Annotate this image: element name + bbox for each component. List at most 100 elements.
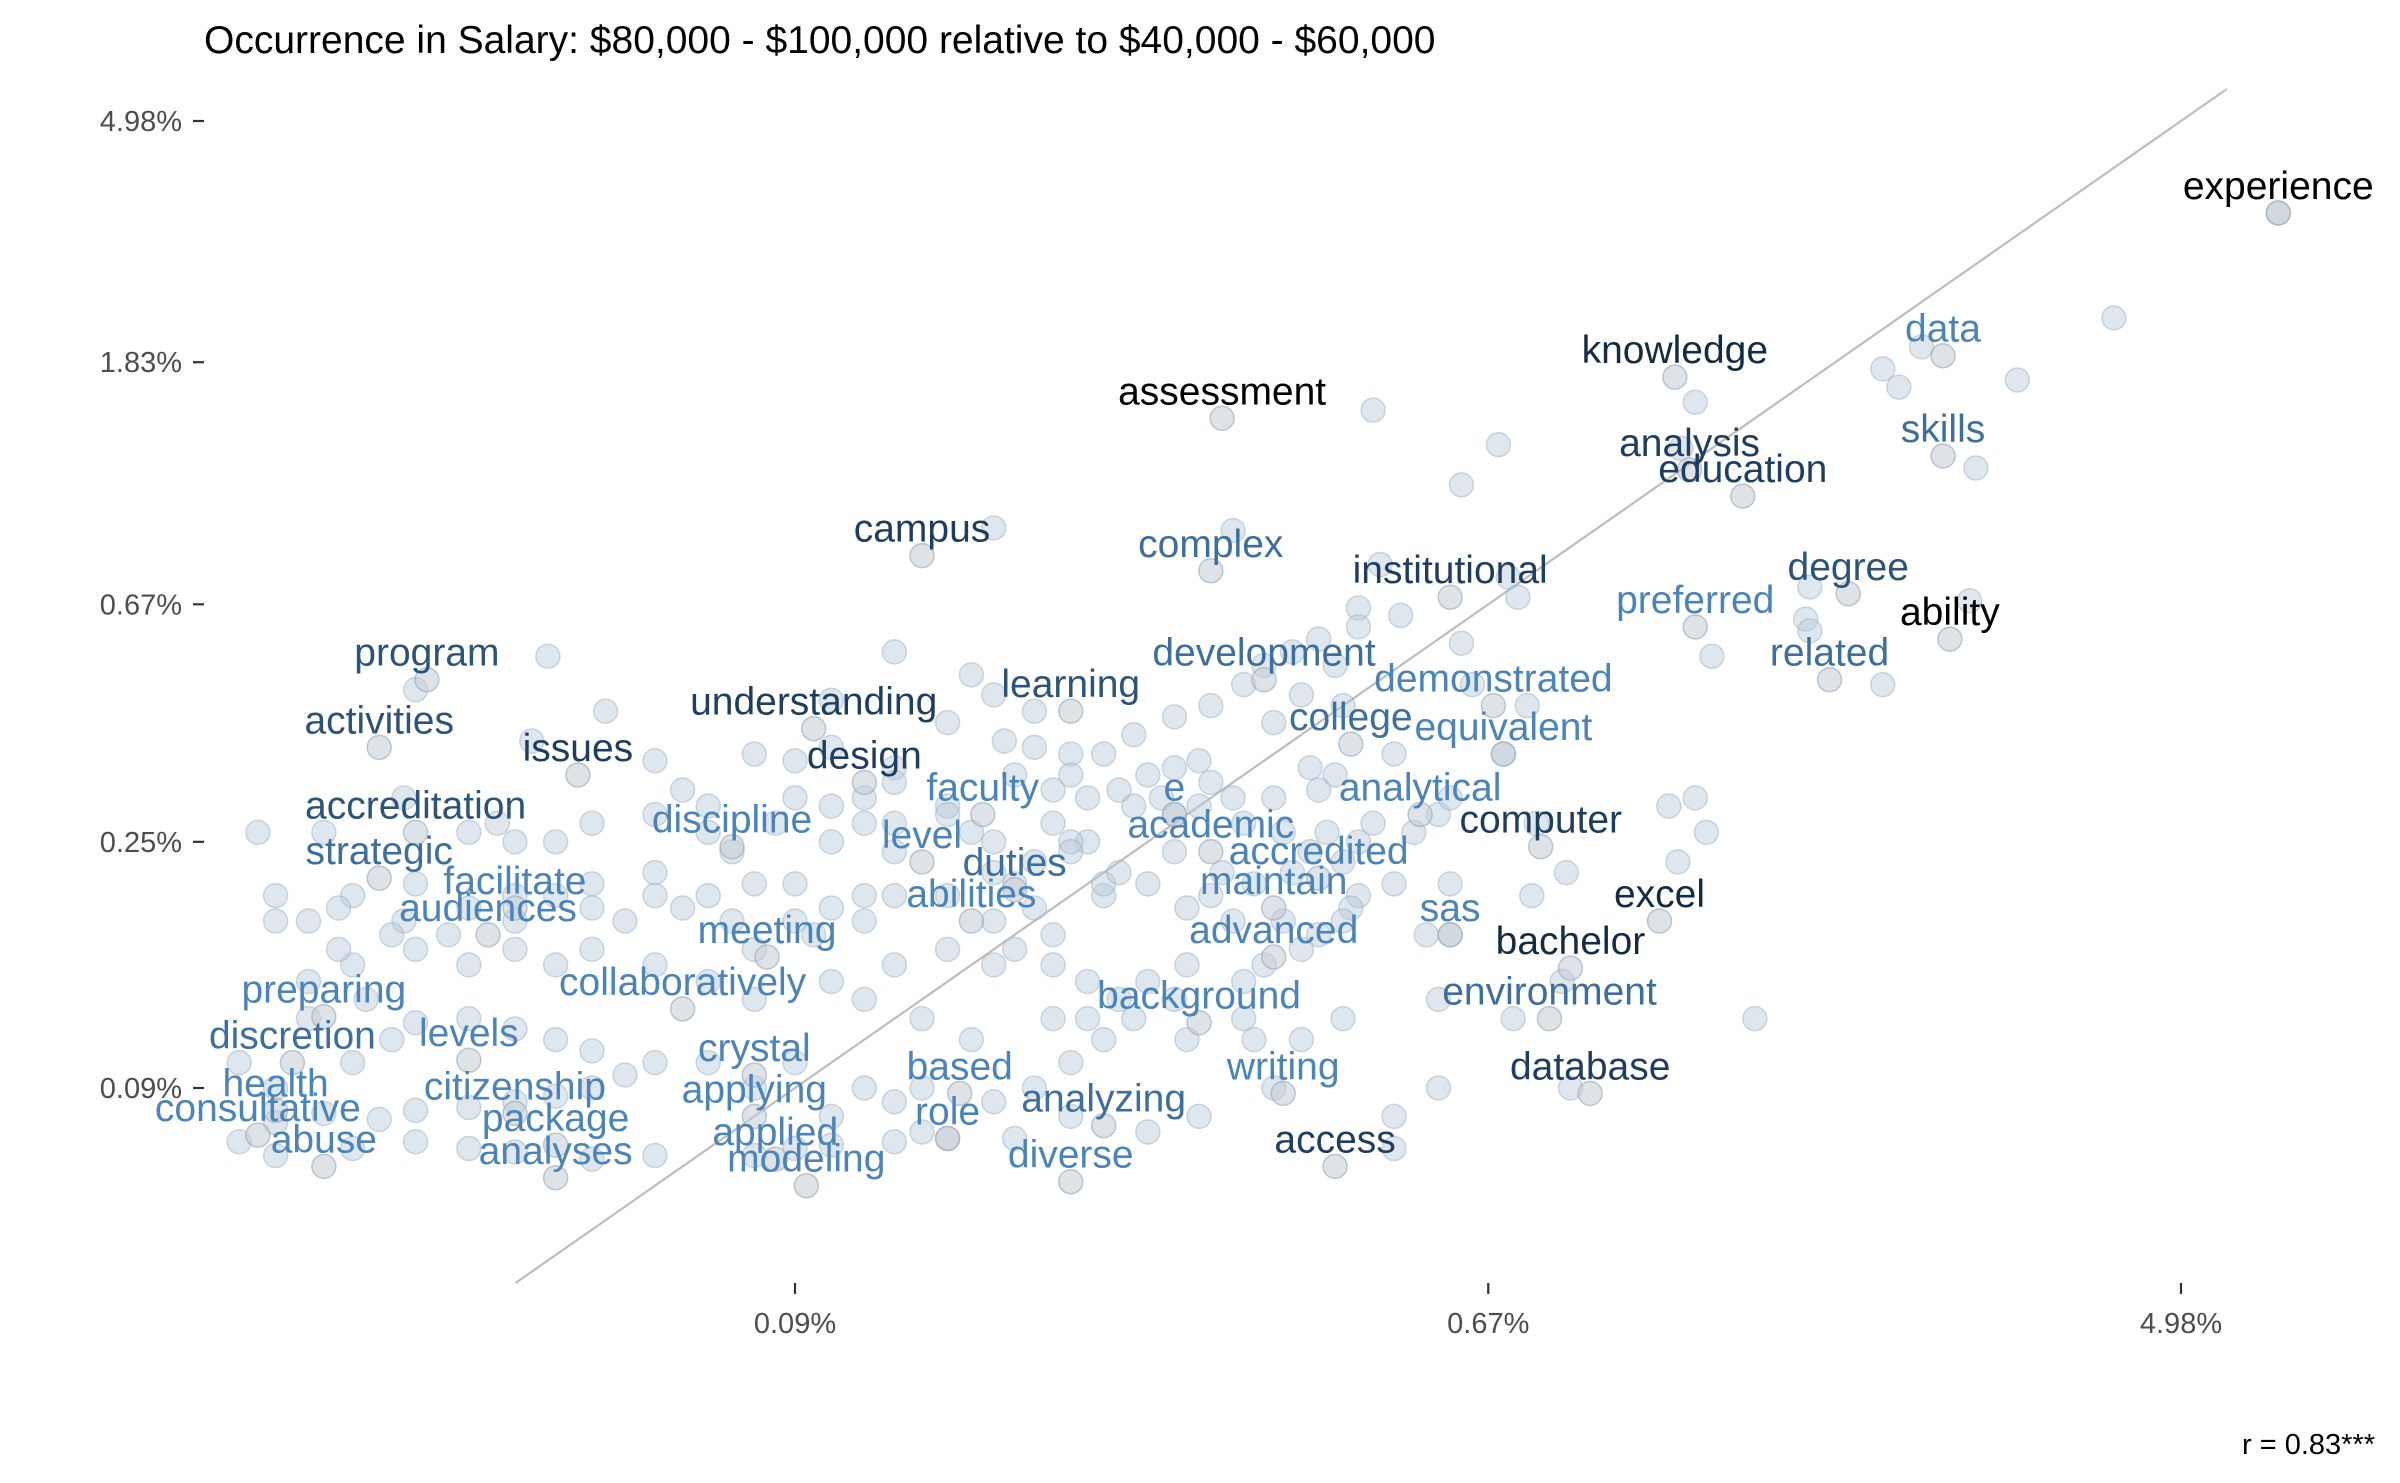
word-point bbox=[946, 1080, 973, 1107]
data-point bbox=[612, 908, 638, 934]
word-point bbox=[669, 996, 696, 1022]
data-point bbox=[1174, 895, 1200, 921]
data-point bbox=[1693, 819, 1720, 846]
data-point bbox=[881, 639, 908, 665]
points-layer bbox=[226, 200, 2292, 1199]
word-label: campus bbox=[854, 508, 991, 551]
data-point bbox=[741, 871, 768, 897]
data-point bbox=[1448, 630, 1475, 657]
data-point bbox=[1209, 859, 1235, 886]
word-point bbox=[542, 1132, 569, 1158]
data-point bbox=[1040, 1005, 1066, 1032]
data-point bbox=[1058, 1049, 1084, 1076]
data-point bbox=[909, 1119, 935, 1145]
word-point bbox=[1058, 1168, 1084, 1195]
data-point bbox=[782, 871, 808, 897]
word-point bbox=[311, 1003, 337, 1030]
word-label: abilities bbox=[906, 873, 1036, 916]
data-point bbox=[881, 952, 908, 978]
data-point bbox=[456, 952, 482, 978]
data-point bbox=[980, 515, 1007, 541]
data-point bbox=[934, 801, 961, 828]
data-point bbox=[1135, 968, 1161, 995]
data-point bbox=[295, 908, 322, 934]
data-point bbox=[1322, 762, 1348, 788]
data-point bbox=[542, 1083, 569, 1109]
data-point bbox=[1230, 1005, 1257, 1032]
word-point bbox=[2265, 200, 2292, 226]
word-point bbox=[754, 944, 780, 970]
data-point bbox=[980, 859, 1007, 886]
data-point bbox=[456, 1135, 482, 1162]
word-label: institutional bbox=[1353, 549, 1548, 592]
data-point bbox=[1106, 859, 1132, 886]
word-point bbox=[1261, 895, 1287, 921]
word-point bbox=[475, 922, 501, 948]
word-point bbox=[1090, 1112, 1117, 1139]
word-label: sas bbox=[1420, 887, 1481, 930]
data-point bbox=[909, 1005, 935, 1032]
data-point bbox=[1682, 389, 1708, 415]
chart-title: Occurrence in Salary: $80,000 - $100,000… bbox=[204, 19, 1435, 62]
word-point bbox=[958, 908, 985, 934]
data-point bbox=[741, 986, 768, 1013]
word-point bbox=[456, 1047, 482, 1073]
word-point bbox=[1557, 955, 1584, 981]
word-label: background bbox=[1097, 975, 1301, 1018]
word-label: health bbox=[222, 1062, 328, 1105]
word-point bbox=[366, 734, 392, 761]
data-point bbox=[1270, 819, 1296, 846]
data-point bbox=[695, 968, 721, 995]
data-point bbox=[579, 871, 605, 897]
data-point bbox=[1174, 952, 1200, 978]
word-point bbox=[1437, 922, 1463, 948]
word-point bbox=[741, 1062, 768, 1088]
data-point bbox=[1001, 762, 1028, 788]
data-point bbox=[1330, 692, 1356, 719]
data-point bbox=[402, 1009, 429, 1036]
word-label: experience bbox=[2183, 165, 2374, 208]
data-point bbox=[579, 810, 605, 837]
data-point bbox=[1040, 777, 1066, 803]
data-point bbox=[881, 755, 908, 781]
data-point bbox=[1001, 936, 1028, 963]
data-point bbox=[1367, 551, 1393, 578]
data-point bbox=[1058, 829, 1084, 855]
data-point bbox=[1288, 682, 1315, 708]
data-point bbox=[1074, 785, 1101, 811]
data-point bbox=[818, 1132, 845, 1158]
data-point bbox=[1322, 652, 1348, 679]
data-point bbox=[881, 1089, 908, 1115]
data-point bbox=[695, 882, 721, 909]
word-label: activities bbox=[304, 699, 454, 742]
data-point bbox=[1699, 643, 1725, 670]
word-label: advanced bbox=[1189, 909, 1358, 952]
x-axis: 0.09% 0.67% 4.98% bbox=[754, 1283, 2222, 1340]
word-label: strategic bbox=[306, 830, 453, 873]
word-label: consultative bbox=[155, 1087, 361, 1130]
data-point bbox=[851, 882, 878, 909]
data-point bbox=[1381, 1135, 1407, 1162]
data-point bbox=[958, 662, 985, 688]
word-label: preparing bbox=[241, 969, 406, 1012]
word-point bbox=[1930, 443, 1956, 469]
data-point bbox=[782, 748, 808, 774]
data-point bbox=[456, 819, 482, 846]
data-point bbox=[1505, 584, 1531, 610]
word-point bbox=[1209, 405, 1235, 432]
data-point bbox=[245, 819, 271, 846]
word-label: discretion bbox=[209, 1015, 376, 1058]
word-label: package bbox=[482, 1097, 629, 1140]
word-label: facilitate bbox=[443, 860, 586, 903]
word-point bbox=[1198, 558, 1224, 584]
word-point bbox=[262, 1097, 289, 1124]
y-tick-label: 0.09% bbox=[100, 1073, 182, 1105]
data-point bbox=[1261, 709, 1287, 736]
data-point bbox=[1345, 829, 1372, 855]
data-point bbox=[782, 1049, 808, 1076]
data-point bbox=[881, 810, 908, 837]
data-point bbox=[1106, 777, 1132, 803]
data-point bbox=[1387, 602, 1414, 629]
word-label: learning bbox=[1001, 663, 1140, 706]
word-point bbox=[1930, 342, 1956, 369]
